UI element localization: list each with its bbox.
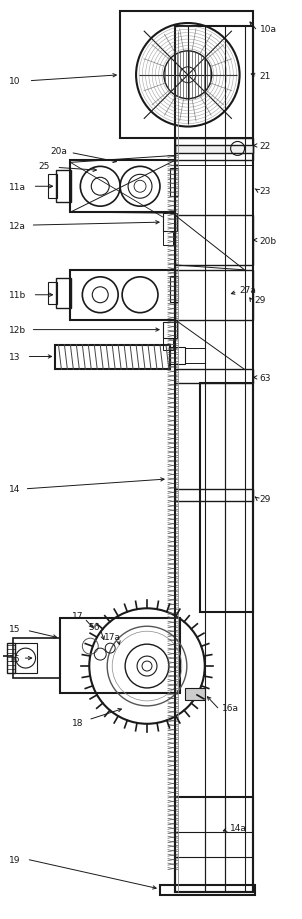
- Text: 15: 15: [9, 624, 20, 633]
- Bar: [120, 12, 252, 140]
- Text: 12a: 12a: [9, 221, 26, 231]
- Text: 12b: 12b: [9, 325, 26, 335]
- Bar: [175, 161, 252, 166]
- Bar: [49, 282, 57, 304]
- Bar: [175, 146, 252, 154]
- Bar: [185, 688, 205, 700]
- Text: 63: 63: [259, 373, 271, 382]
- Bar: [49, 176, 57, 199]
- Bar: [175, 798, 252, 892]
- Bar: [13, 639, 60, 678]
- Text: 10a: 10a: [259, 26, 277, 34]
- Text: 13: 13: [9, 353, 20, 361]
- Bar: [170, 347, 185, 365]
- Text: 20b: 20b: [259, 236, 277, 245]
- Bar: [163, 323, 177, 338]
- Text: 22: 22: [259, 142, 271, 151]
- Bar: [56, 278, 71, 309]
- Bar: [175, 216, 252, 266]
- Text: 11b: 11b: [9, 291, 26, 300]
- Bar: [163, 232, 173, 245]
- Text: 16: 16: [9, 654, 20, 663]
- Text: 16a: 16a: [222, 704, 239, 712]
- Bar: [175, 140, 252, 161]
- Bar: [163, 214, 177, 232]
- Text: 23: 23: [259, 187, 271, 196]
- Bar: [200, 384, 252, 613]
- Bar: [56, 346, 170, 370]
- Text: 27a: 27a: [239, 286, 256, 295]
- Bar: [70, 270, 175, 321]
- Bar: [175, 27, 252, 892]
- Text: 21: 21: [259, 73, 271, 81]
- Bar: [170, 169, 178, 197]
- Text: 25: 25: [39, 162, 50, 171]
- Text: 14: 14: [9, 485, 20, 494]
- Text: 29: 29: [255, 296, 266, 305]
- Text: 19: 19: [9, 855, 20, 864]
- Text: 10: 10: [9, 77, 20, 86]
- Bar: [14, 643, 37, 674]
- Bar: [163, 338, 173, 350]
- Bar: [56, 171, 71, 203]
- Bar: [60, 618, 180, 693]
- Text: 17: 17: [72, 611, 84, 620]
- Text: 17a: 17a: [104, 632, 121, 641]
- Text: 11a: 11a: [9, 183, 26, 191]
- Bar: [175, 370, 252, 384]
- Text: 20a: 20a: [50, 147, 67, 155]
- Bar: [160, 885, 255, 895]
- Bar: [70, 161, 175, 213]
- Text: 56: 56: [88, 622, 100, 631]
- Text: 18: 18: [72, 719, 84, 728]
- Bar: [185, 348, 205, 364]
- Bar: [170, 277, 178, 302]
- Bar: [175, 270, 252, 321]
- Text: 14a: 14a: [230, 823, 246, 832]
- Text: 29: 29: [259, 494, 271, 504]
- Bar: [7, 643, 14, 674]
- Bar: [175, 489, 252, 501]
